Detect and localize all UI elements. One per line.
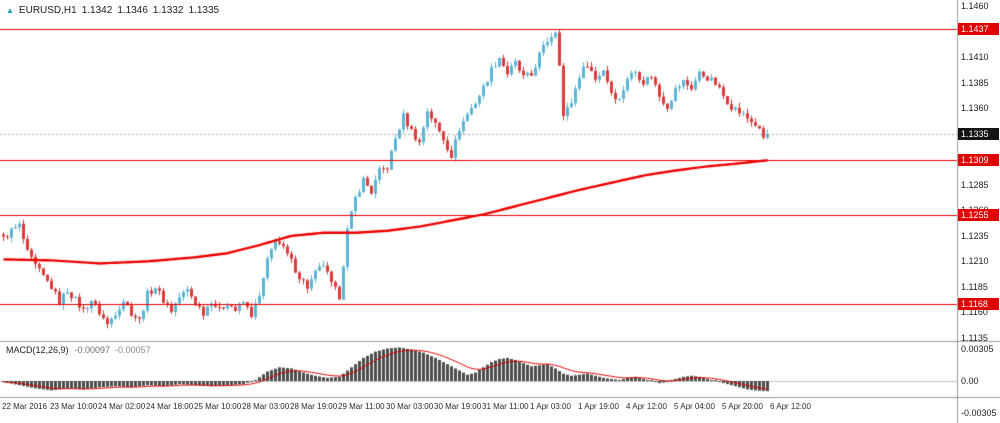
- current-price-badge: 1.1335: [958, 127, 999, 140]
- macd-scale-label: 0.00305: [961, 344, 994, 354]
- ohlc-open: 1.1342: [81, 5, 113, 16]
- time-label: 24 Mar 02:00: [98, 402, 146, 411]
- time-label: 23 Mar 10:00: [50, 402, 98, 411]
- time-label: 5 Apr 20:00: [722, 402, 763, 411]
- symbol-ohlc-line: ▲ EURUSD,H1 1.1342 1.1346 1.1332 1.1335: [6, 5, 224, 16]
- ohlc-low: 1.1332: [152, 5, 184, 16]
- time-label: 31 Mar 11:00: [482, 402, 529, 411]
- macd-label-line: MACD(12,26,9) -0.00097 -0.00057: [6, 345, 151, 355]
- macd-signal-value: -0.00057: [115, 345, 151, 355]
- price-tick-label: 1.1235: [961, 230, 989, 241]
- time-label: 29 Mar 11:00: [338, 402, 385, 411]
- time-label: 22 Mar 2016: [2, 402, 47, 411]
- price-tick-label: 1.1185: [961, 281, 988, 292]
- price-tick-label: 1.1385: [961, 77, 989, 88]
- price-tick-label: 1.1210: [961, 256, 989, 267]
- symbol-label: EURUSD,H1: [18, 5, 77, 16]
- price-level-badge: 1.1168: [958, 298, 999, 311]
- macd-main-value: -0.00097: [74, 345, 111, 355]
- time-label: 1 Apr 19:00: [578, 402, 619, 411]
- time-label: 4 Apr 12:00: [626, 402, 667, 411]
- time-label: 24 Mar 18:00: [146, 402, 194, 411]
- price-level-badge: 1.1255: [958, 209, 999, 222]
- price-tick-label: 1.1360: [961, 103, 989, 114]
- time-label: 30 Mar 03:00: [386, 402, 434, 411]
- up-arrow-icon: ▲: [6, 6, 14, 15]
- time-label: 28 Mar 19:00: [290, 402, 338, 411]
- price-tick-label: 1.1460: [961, 1, 989, 11]
- price-tick-label: 1.1285: [961, 179, 989, 190]
- macd-indicator-label: MACD(12,26,9): [6, 345, 69, 355]
- price-tick-label: 1.1410: [961, 52, 989, 63]
- ohlc-high: 1.1346: [117, 5, 148, 16]
- time-label: 6 Apr 12:00: [770, 402, 811, 411]
- price-tick-label: 1.1135: [961, 333, 988, 343]
- price-tick-label: 1.1160: [961, 307, 988, 318]
- time-label: 5 Apr 04:00: [674, 402, 715, 411]
- price-level-badge: 1.1437: [958, 23, 999, 36]
- time-label: 25 Mar 10:00: [194, 402, 242, 411]
- time-label: 1 Apr 03:00: [530, 402, 571, 411]
- ohlc-close: 1.1335: [188, 5, 220, 16]
- macd-scale-label: 0.00: [961, 376, 979, 386]
- time-label: 28 Mar 03:00: [242, 402, 290, 411]
- macd-scale-label: -0.00305: [961, 408, 997, 418]
- time-label: 30 Mar 19:00: [434, 402, 482, 411]
- price-level-badge: 1.1309: [958, 154, 999, 167]
